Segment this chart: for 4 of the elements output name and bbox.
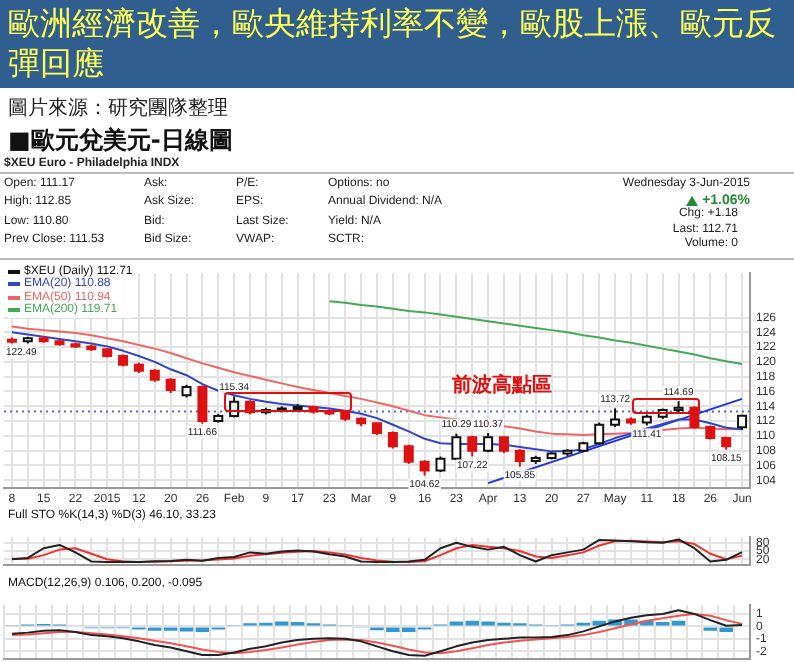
text: 圖片來源：研究團隊整理 xyxy=(6,95,230,120)
text: 歐洲經濟改善，歐央維持利率不變，歐股上漲、歐元反彈回應 xyxy=(0,0,794,88)
annotation: 前波高點區 xyxy=(449,371,552,396)
text: ■歐元兌美元-日線圖 xyxy=(6,124,235,156)
